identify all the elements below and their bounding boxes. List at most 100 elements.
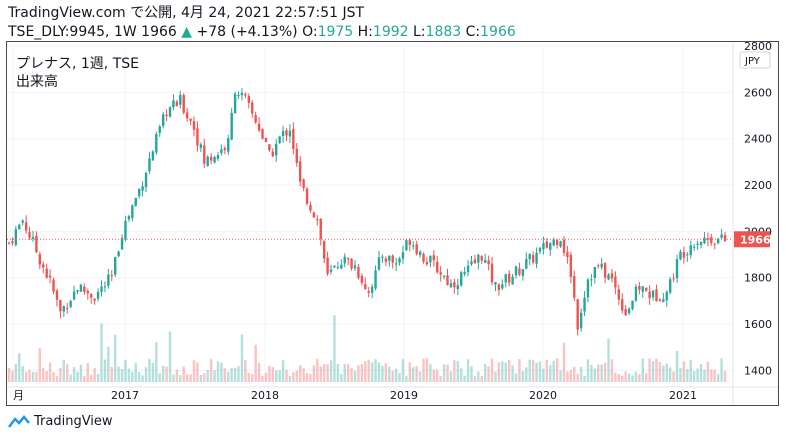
candle-body xyxy=(696,243,699,245)
volume-bar xyxy=(655,358,658,382)
volume-bar xyxy=(521,371,525,382)
candle-body xyxy=(69,300,72,308)
candle-body xyxy=(621,299,624,311)
volume-bar xyxy=(388,366,391,382)
volume-bar xyxy=(161,365,165,382)
volume-bar xyxy=(66,364,69,382)
volume-bar xyxy=(586,359,590,382)
volume-bar xyxy=(55,375,59,382)
volume-bar xyxy=(7,368,11,382)
volume-bar xyxy=(442,364,446,382)
volume-bar xyxy=(624,371,627,382)
chart-panel[interactable]: 14001600180020002200240026002800JPY月2017… xyxy=(6,41,779,406)
candle-body xyxy=(340,264,343,269)
candle-body xyxy=(367,290,370,293)
candle-body xyxy=(107,274,110,286)
candle-body xyxy=(364,284,367,290)
volume-bar xyxy=(288,375,292,382)
volume-bar xyxy=(364,361,367,382)
candle-body xyxy=(432,255,436,261)
candle-body xyxy=(134,197,137,207)
volume-bar xyxy=(28,369,31,382)
candle-body xyxy=(52,279,55,292)
volume-bar xyxy=(648,358,651,382)
candle-body xyxy=(477,254,480,263)
volume-bar xyxy=(405,375,408,382)
candle-body xyxy=(638,286,641,290)
candle-body xyxy=(631,300,634,310)
candle-body xyxy=(381,256,384,258)
candle-body xyxy=(418,251,422,256)
candle-body xyxy=(247,96,251,103)
candle-body xyxy=(66,307,69,309)
volume-bar xyxy=(542,368,545,382)
candle-body xyxy=(346,258,350,260)
volume-bar xyxy=(223,368,227,382)
candle-body xyxy=(706,238,710,240)
candle-body xyxy=(590,279,593,281)
candle-body xyxy=(244,94,247,96)
candle-body xyxy=(617,289,620,300)
candle-body xyxy=(480,256,483,261)
volume-bar xyxy=(247,372,251,382)
volume-bar xyxy=(682,361,686,382)
volume-bar xyxy=(93,368,96,382)
candle-body xyxy=(189,118,192,121)
volume-bar xyxy=(696,368,699,382)
candle-body xyxy=(398,258,401,263)
volume-bar xyxy=(412,367,415,382)
candle-body xyxy=(62,306,66,312)
volume-bar xyxy=(14,363,18,382)
volume-bar xyxy=(360,364,364,382)
volume-bar xyxy=(600,364,603,382)
volume-bar xyxy=(597,364,600,382)
candle-body xyxy=(682,252,686,258)
candle-body xyxy=(648,291,651,299)
candle-body xyxy=(213,156,216,163)
volume-bar xyxy=(305,373,309,382)
candle-body xyxy=(357,266,360,278)
series-name: プレナス, 1週, TSE xyxy=(16,56,139,72)
volume-bar xyxy=(59,367,62,382)
volume-bar xyxy=(658,361,662,382)
volume-bar xyxy=(631,375,634,382)
candle-body xyxy=(641,286,644,292)
volume-bar xyxy=(90,374,93,382)
volume-bar xyxy=(422,358,425,382)
volume-bar xyxy=(703,369,706,382)
volume-bar xyxy=(552,360,555,382)
candle-body xyxy=(295,148,298,163)
y-tick-label: 1800 xyxy=(744,272,772,285)
volume-bar xyxy=(377,362,381,382)
volume-bar xyxy=(374,359,377,382)
candle-body xyxy=(309,204,312,211)
candle-body xyxy=(333,265,336,268)
candlestick-chart[interactable]: 14001600180020002200240026002800JPY月2017… xyxy=(7,42,778,405)
last-price-badge xyxy=(734,231,770,248)
price-change: +78 (+4.13%) xyxy=(196,24,298,40)
volume-bar xyxy=(446,364,449,382)
candle-body xyxy=(542,243,545,250)
volume-bar xyxy=(504,362,507,382)
candle-body xyxy=(312,212,316,218)
candle-body xyxy=(72,291,76,300)
candle-body xyxy=(501,284,504,289)
candle-body xyxy=(35,235,38,253)
volume-bar xyxy=(634,371,638,382)
candle-body xyxy=(319,219,322,240)
volume-bar xyxy=(333,315,336,382)
volume-bar xyxy=(494,371,497,382)
candle-body xyxy=(24,222,28,231)
candle-body xyxy=(634,286,638,301)
volume-bar xyxy=(573,366,576,382)
candle-body xyxy=(120,238,124,250)
volume-bar xyxy=(79,364,83,382)
volume-bar xyxy=(668,367,672,382)
volume-bar xyxy=(566,371,569,382)
tradingview-logo[interactable]: TradingView xyxy=(8,414,113,429)
candle-body xyxy=(48,275,52,278)
candle-body xyxy=(18,224,21,230)
candle-body xyxy=(679,251,682,260)
candle-body xyxy=(610,273,614,279)
volume-bar xyxy=(429,363,432,382)
